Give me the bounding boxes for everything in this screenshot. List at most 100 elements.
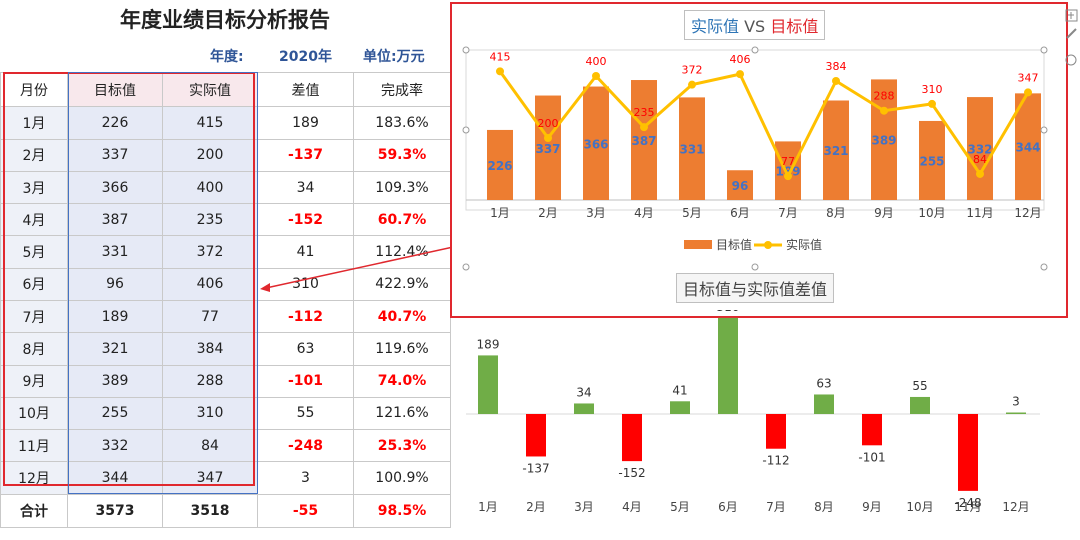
difference-chart[interactable]: 189 1月 -137 2月 34 3月 -152 4月 41 5月 310 6月 -112 7月 63 8月…: [458, 310, 1078, 540]
table-cell[interactable]: 372: [162, 235, 258, 269]
resize-handle: [1040, 46, 1048, 54]
year-label: 年度:: [210, 49, 244, 65]
difference-bar: [958, 414, 978, 491]
table-cell[interactable]: 344: [67, 461, 163, 495]
total-cell[interactable]: -55: [257, 493, 354, 529]
table-cell[interactable]: 59.3%: [353, 138, 451, 172]
difference-bar-label: -248: [954, 496, 981, 510]
x-tick-label: 1月: [490, 206, 510, 220]
total-cell[interactable]: 3518: [162, 493, 258, 529]
column-header[interactable]: 完成率: [353, 71, 451, 108]
table-cell[interactable]: 25.3%: [353, 429, 451, 463]
table-cell[interactable]: 3月: [0, 170, 68, 205]
table-cell[interactable]: -101: [257, 364, 354, 398]
table-row: 7月 189 77 -112 40.7%: [0, 299, 451, 334]
table-cell[interactable]: 63: [257, 332, 354, 366]
table-cell[interactable]: 6月: [0, 267, 68, 301]
target-bar-label: 337: [535, 142, 560, 156]
table-cell[interactable]: 347: [162, 461, 258, 495]
column-header[interactable]: 实际值: [162, 71, 258, 108]
chart-tools[interactable]: [1064, 2, 1080, 72]
table-cell[interactable]: 384: [162, 332, 258, 366]
table-row: 8月 321 384 63 119.6%: [0, 332, 451, 366]
table-cell[interactable]: 415: [162, 106, 258, 140]
total-cell[interactable]: 合计: [0, 493, 68, 529]
table-cell[interactable]: 422.9%: [353, 267, 451, 301]
table-cell[interactable]: 321: [67, 332, 163, 366]
table-cell[interactable]: 331: [67, 235, 163, 269]
table-cell[interactable]: 77: [162, 299, 258, 334]
table-cell[interactable]: 189: [257, 106, 354, 140]
actual-value-label: 288: [874, 90, 895, 103]
table-cell[interactable]: -112: [257, 299, 354, 334]
table-cell[interactable]: 100.9%: [353, 461, 451, 495]
table-cell[interactable]: 5月: [0, 235, 68, 269]
table-cell[interactable]: 3: [257, 461, 354, 495]
total-cell[interactable]: 3573: [67, 493, 163, 529]
table-cell[interactable]: 112.4%: [353, 235, 451, 269]
table-cell[interactable]: 7月: [0, 299, 68, 334]
target-vs-actual-chart[interactable]: 实际值 VS 目标值 226 1月 337 2月 366 3月 387 4月 331 5月 96 6月…: [450, 2, 1068, 318]
target-bar: [967, 97, 993, 200]
table-cell[interactable]: 55: [257, 396, 354, 431]
table-cell[interactable]: 2月: [0, 138, 68, 172]
table-cell[interactable]: 1月: [0, 106, 68, 140]
table-cell[interactable]: 337: [67, 138, 163, 172]
brush-icon[interactable]: [1066, 28, 1077, 39]
table-cell[interactable]: 10月: [0, 396, 68, 431]
table-cell[interactable]: 12月: [0, 461, 68, 495]
table-cell[interactable]: -137: [257, 138, 354, 172]
actual-value-point: [496, 67, 504, 76]
x-tick-label: 4月: [634, 206, 654, 220]
table-cell[interactable]: 119.6%: [353, 332, 451, 366]
table-cell[interactable]: 310: [162, 396, 258, 431]
actual-value-label: 84: [973, 153, 987, 166]
target-bar-label: 344: [1015, 141, 1040, 155]
column-header[interactable]: 差值: [257, 71, 354, 108]
table-cell[interactable]: 96: [67, 267, 163, 301]
table-cell[interactable]: -248: [257, 429, 354, 463]
table-cell[interactable]: 40.7%: [353, 299, 451, 334]
table-cell[interactable]: 288: [162, 364, 258, 398]
table-cell[interactable]: 84: [162, 429, 258, 463]
target-bar-label: 96: [732, 179, 749, 193]
table-cell[interactable]: 121.6%: [353, 396, 451, 431]
table-cell[interactable]: 389: [67, 364, 163, 398]
column-header[interactable]: 目标值: [67, 71, 163, 108]
difference-bar-label: -152: [618, 466, 645, 480]
table-cell[interactable]: 387: [67, 203, 163, 237]
report-title: 年度业绩目标分析报告: [120, 8, 330, 32]
chart-elements-icon[interactable]: [1065, 9, 1078, 22]
target-bar: [727, 170, 753, 200]
table-cell[interactable]: 34: [257, 170, 354, 205]
table-cell[interactable]: 8月: [0, 332, 68, 366]
table-cell[interactable]: 189: [67, 299, 163, 334]
table-cell[interactable]: 11月: [0, 429, 68, 463]
table-cell[interactable]: 366: [67, 170, 163, 205]
x-tick-label: 1月: [478, 500, 498, 514]
table-row: 11月 332 84 -248 25.3%: [0, 429, 451, 463]
total-cell[interactable]: 98.5%: [353, 493, 451, 529]
table-cell[interactable]: -152: [257, 203, 354, 237]
table-cell[interactable]: 255: [67, 396, 163, 431]
table-cell[interactable]: 4月: [0, 203, 68, 237]
table-cell[interactable]: 400: [162, 170, 258, 205]
table-cell[interactable]: 183.6%: [353, 106, 451, 140]
table-cell[interactable]: 406: [162, 267, 258, 301]
resize-handle: [1040, 263, 1048, 271]
actual-value-label: 415: [490, 50, 511, 63]
table-cell[interactable]: 109.3%: [353, 170, 451, 205]
table-cell[interactable]: 235: [162, 203, 258, 237]
column-header[interactable]: 月份: [0, 71, 68, 108]
filter-icon[interactable]: [1065, 54, 1077, 66]
table-cell[interactable]: 60.7%: [353, 203, 451, 237]
table-cell[interactable]: 200: [162, 138, 258, 172]
table-header-row: 月份 目标值 实际值 差值 完成率: [0, 71, 451, 108]
chart1-title: 实际值 VS 目标值: [684, 10, 826, 40]
table-cell[interactable]: 332: [67, 429, 163, 463]
table-cell[interactable]: 41: [257, 235, 354, 269]
table-cell[interactable]: 74.0%: [353, 364, 451, 398]
table-cell[interactable]: 9月: [0, 364, 68, 398]
table-cell[interactable]: 310: [257, 267, 354, 301]
table-cell[interactable]: 226: [67, 106, 163, 140]
